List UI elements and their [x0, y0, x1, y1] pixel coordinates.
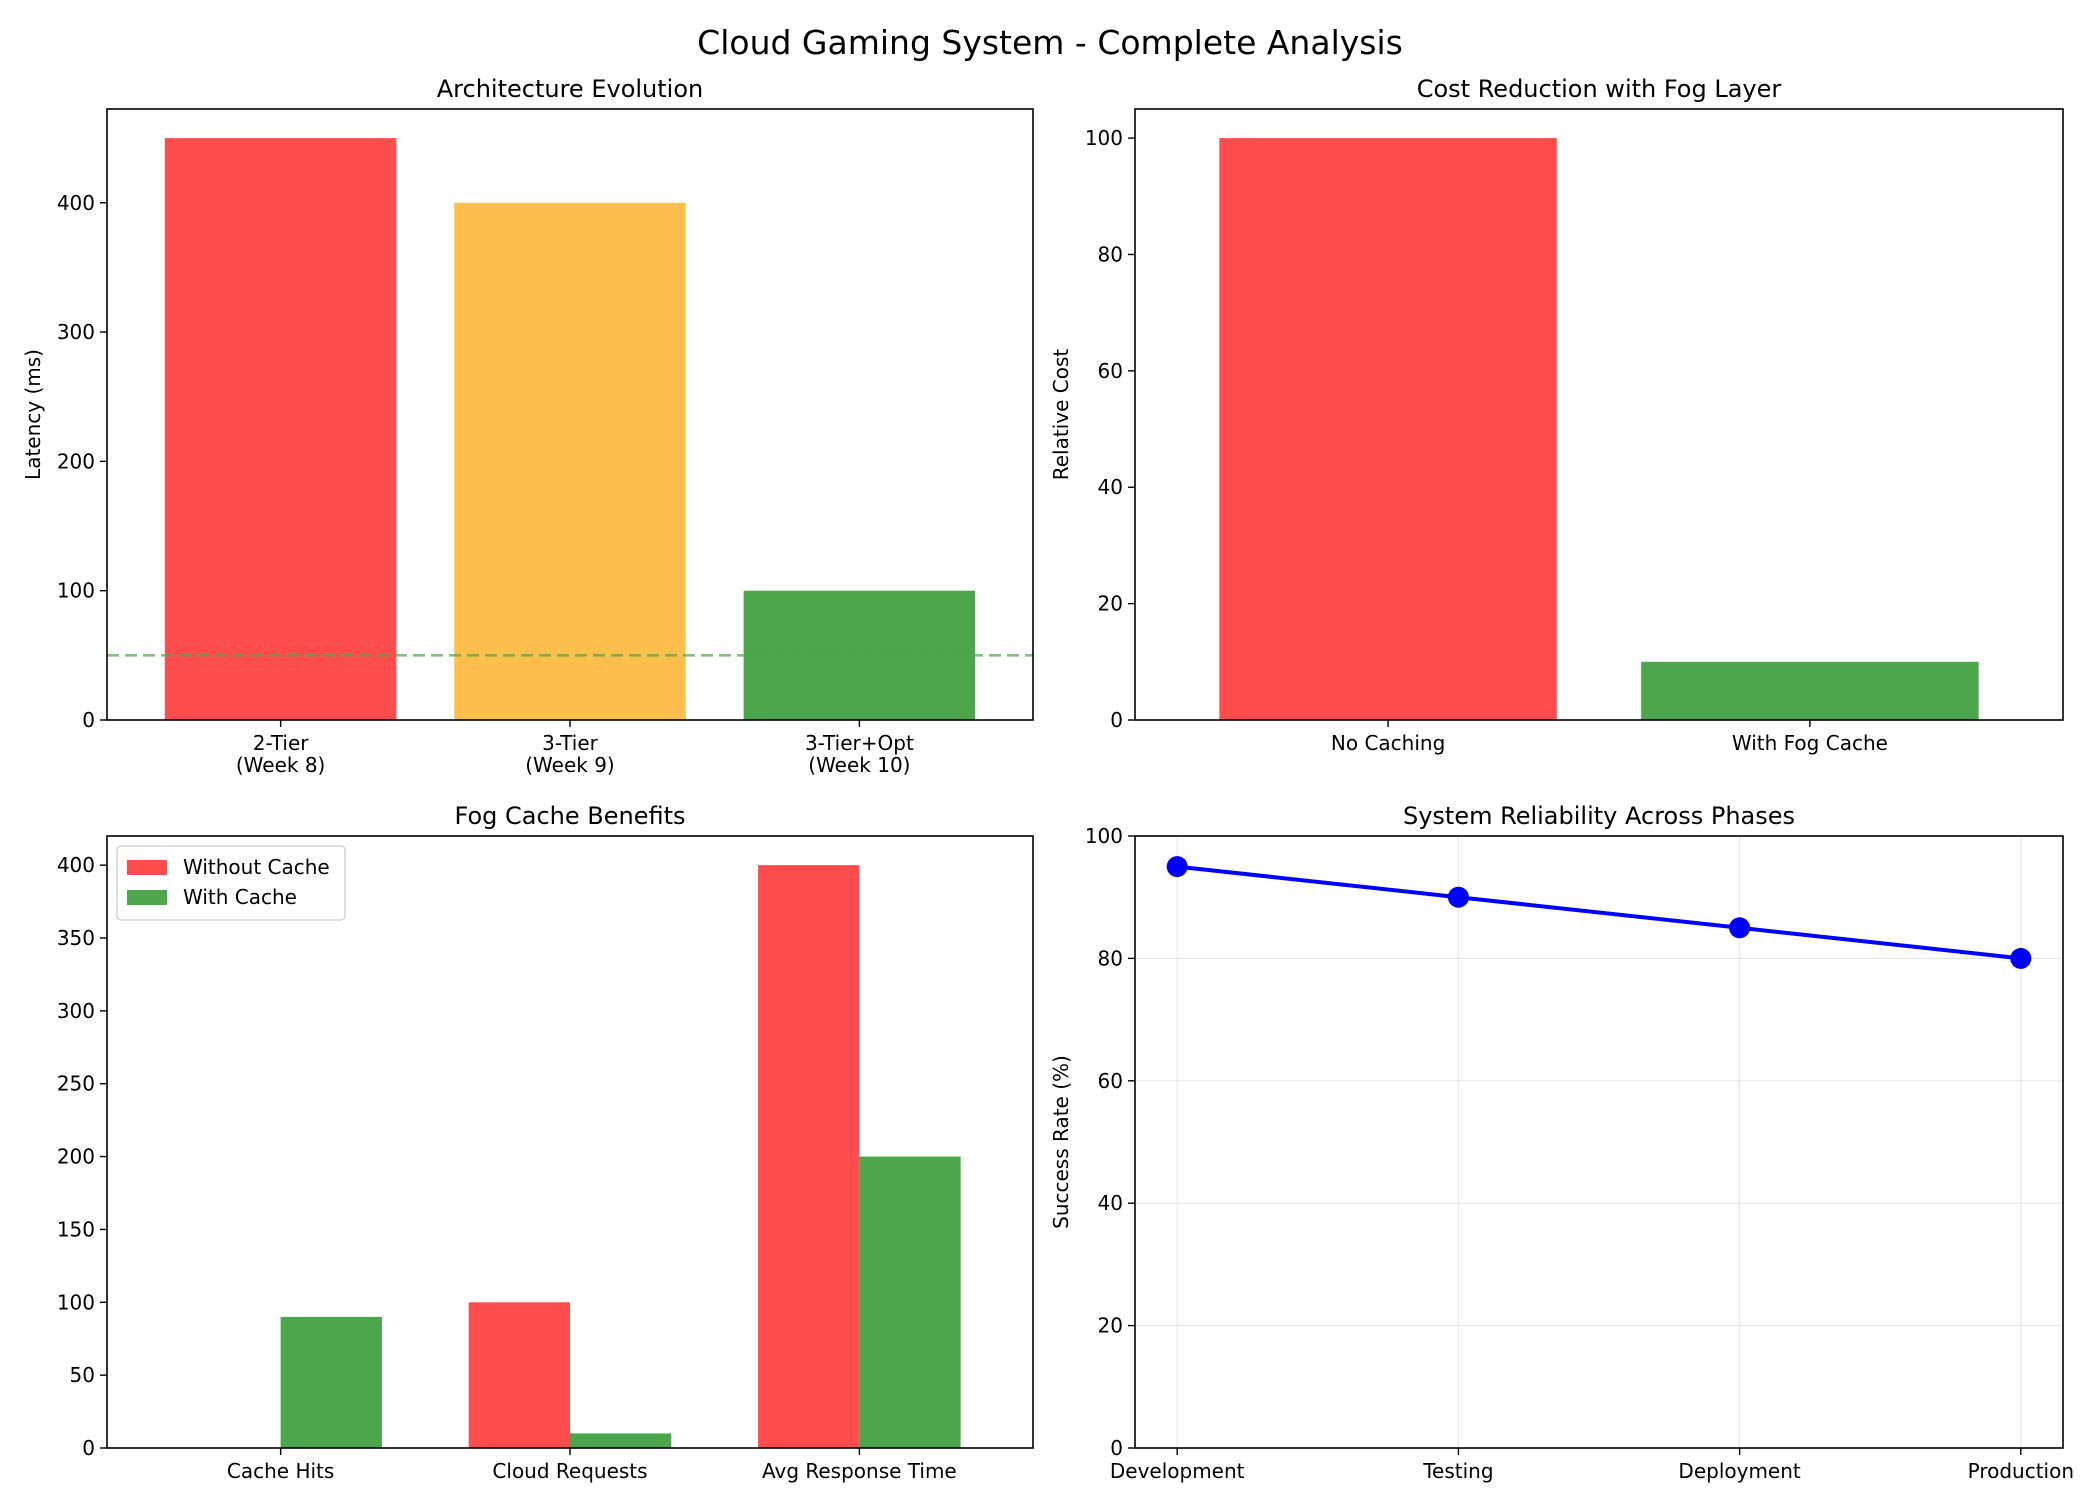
bar-with-cache-avg-response-time: [859, 1156, 961, 1448]
subplot-title: Cost Reduction with Fog Layer: [1417, 75, 1782, 103]
y-tick-label: 100: [57, 1290, 95, 1314]
y-tick-label: 100: [1085, 126, 1123, 150]
figure-title: Cloud Gaming System - Complete Analysis: [697, 23, 1403, 62]
series-line: [1176, 864, 2022, 961]
x-tick-label: 2-Tier (Week 8): [236, 731, 325, 777]
x-tick-label: Cloud Requests: [492, 1459, 647, 1483]
x-tick-label: 3-Tier (Week 9): [525, 731, 614, 777]
chart-system-reliability-across-phases: 0 20 40 60 80 100 Development Testing Deployment…: [1049, 802, 2074, 1483]
x-tick-label: No Caching: [1331, 731, 1445, 755]
y-tick-label: 80: [1098, 946, 1123, 970]
y-axis-label: Relative Cost: [1049, 349, 1073, 481]
bar-with-cache-cloud-requests: [570, 1433, 672, 1448]
subplot-title: Fog Cache Benefits: [455, 802, 686, 830]
legend-label-without-cache: Without Cache: [183, 855, 330, 879]
y-tick-label: 150: [57, 1217, 95, 1241]
bar-without-cache-avg-response-time: [758, 865, 860, 1448]
y-tick-label: 80: [1098, 242, 1123, 266]
point-deployment: [1729, 917, 1751, 939]
legend: Without Cache With Cache: [116, 845, 346, 921]
y-tick-label: 60: [1098, 1069, 1123, 1093]
bar-no-caching: [1219, 138, 1557, 721]
legend-box: [116, 845, 346, 921]
x-tick-label: Cache Hits: [227, 1459, 334, 1483]
y-tick-label: 0: [82, 1436, 95, 1460]
bar-with-fog-cache: [1641, 661, 1979, 720]
y-axis-label: Latency (ms): [21, 349, 45, 480]
point-development: [1166, 856, 1188, 878]
x-tick-label: Development: [1110, 1459, 1245, 1483]
bar-with-cache-cache-hits: [280, 1316, 382, 1448]
y-tick-label: 100: [57, 579, 95, 603]
y-tick-label: 100: [1085, 824, 1123, 848]
legend-swatch-without-cache: [127, 860, 167, 875]
legend-label-with-cache: With Cache: [183, 885, 297, 909]
point-production: [2010, 947, 2032, 969]
x-tick-label: 3-Tier+Opt (Week 10): [805, 731, 914, 777]
y-tick-label: 400: [57, 191, 95, 215]
y-tick-label: 350: [57, 926, 95, 950]
x-tick-label: Testing: [1422, 1459, 1493, 1483]
y-tick-label: 200: [57, 1145, 95, 1169]
subplot-title: System Reliability Across Phases: [1403, 802, 1795, 830]
bar-without-cache-cloud-requests: [468, 1302, 570, 1448]
x-tick-label: With Fog Cache: [1732, 731, 1888, 755]
x-tick-label: Avg Response Time: [762, 1459, 957, 1483]
y-tick-label: 20: [1098, 1314, 1123, 1338]
y-tick-label: 250: [57, 1072, 95, 1096]
y-tick-label: 200: [57, 449, 95, 473]
y-tick-label: 0: [82, 708, 95, 732]
y-tick-label: 40: [1098, 1191, 1123, 1215]
axes-frame: [1134, 835, 2064, 1449]
chart-fog-cache-benefits: 0 50 100 150 200 250 300 350 400 Cache Hits Cloud …: [57, 802, 1034, 1483]
y-axis-label: Success Rate (%): [1049, 1055, 1073, 1229]
y-tick-label: 0: [1110, 708, 1123, 732]
y-tick-label: 50: [70, 1363, 95, 1387]
subplot-title: Architecture Evolution: [437, 75, 703, 103]
x-tick-label: Production: [1968, 1459, 2074, 1483]
y-tick-label: 40: [1098, 475, 1123, 499]
y-tick-label: 300: [57, 999, 95, 1023]
y-tick-label: 400: [57, 853, 95, 877]
x-tick-label: Deployment: [1678, 1459, 1800, 1483]
y-tick-label: 20: [1098, 592, 1123, 616]
bar-3-tier-week-9: [454, 202, 686, 720]
bar-2-tier-week-8: [164, 138, 397, 721]
chart-cost-reduction-with-fog-layer: 0 20 40 60 80 100 No Caching With Fog Cache Cost…: [1049, 75, 2064, 755]
chart-architecture-evolution: 0 100 200 300 400 2-Tier (Week 8) 3-Tier (Week 9…: [21, 75, 1034, 777]
y-tick-label: 60: [1098, 359, 1123, 383]
y-tick-label: 0: [1110, 1436, 1123, 1460]
point-testing: [1447, 886, 1469, 908]
y-tick-label: 300: [57, 320, 95, 344]
legend-swatch-with-cache: [127, 890, 167, 905]
axes-frame: [1134, 108, 2064, 721]
